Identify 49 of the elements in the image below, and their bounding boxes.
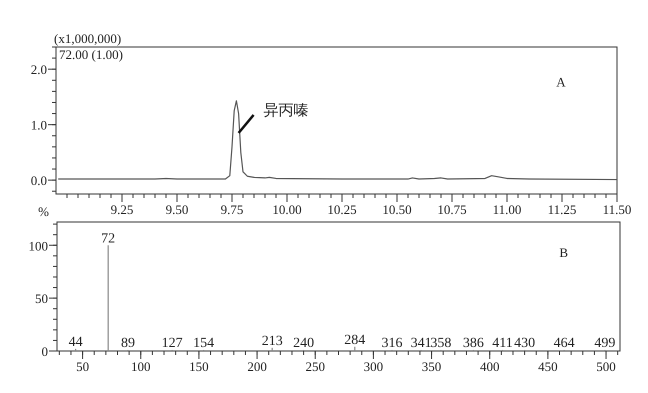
x-tick-label: 50 <box>76 359 90 374</box>
annotation: 284 <box>344 332 366 348</box>
x-tick-label: 11.25 <box>548 202 576 217</box>
y-tick-label: 0.0 <box>30 173 47 188</box>
annotation: 411 <box>492 336 513 351</box>
annotation: 72 <box>101 231 116 246</box>
x-tick-label: 11.50 <box>602 202 632 217</box>
annotation: 127 <box>162 336 183 351</box>
y-tick-label: 2.0 <box>30 62 47 78</box>
x-tick-label: 10.00 <box>272 202 302 217</box>
annotation: 44 <box>68 334 83 350</box>
y-tick-label: 1.0 <box>30 118 47 133</box>
annotation: 154 <box>193 336 214 351</box>
x-tick-label: 300 <box>364 359 384 374</box>
annotation: 89 <box>120 336 135 351</box>
x-tick-label: 100 <box>131 359 150 374</box>
annotation: 316 <box>382 336 403 351</box>
x-tick-label: 9.25 <box>110 202 134 217</box>
annotation: 异丙嗪 <box>264 102 309 119</box>
annotation: 240 <box>293 336 314 351</box>
annotation: 358 <box>430 336 452 351</box>
annotation: 341 <box>410 336 432 351</box>
x-tick-label: 250 <box>305 359 325 374</box>
x-tick-label: 11.00 <box>492 202 522 217</box>
y-tick-label: 0 <box>42 344 48 359</box>
x-tick-label: 9.50 <box>166 202 188 217</box>
y-tick-label: 100 <box>28 238 48 254</box>
text: (x1,000,000) <box>54 31 122 46</box>
y-axis-title: % <box>38 204 50 219</box>
x-tick-label: 9.75 <box>220 202 244 217</box>
x-tick-label: 10.25 <box>327 202 357 217</box>
annotation: 499 <box>594 336 616 351</box>
annotation: 386 <box>462 336 484 351</box>
line-series <box>58 100 618 180</box>
annotation: A <box>556 74 566 90</box>
annotation: 213 <box>262 334 283 349</box>
x-tick-label: 450 <box>538 359 558 374</box>
x-tick-label: 10.75 <box>437 202 467 217</box>
x-tick-label: 10.50 <box>382 202 412 217</box>
y-tick-label: 50 <box>35 291 48 306</box>
x-tick-label: 500 <box>596 359 616 374</box>
annotation: 72.00 (1.00) <box>59 47 123 62</box>
annotation: 430 <box>514 336 536 351</box>
annotation: 464 <box>554 336 575 351</box>
x-tick-label: 200 <box>247 359 267 374</box>
x-tick-label: 150 <box>189 359 209 374</box>
x-tick-label: 400 <box>480 359 500 374</box>
x-tick-label: 350 <box>422 359 442 374</box>
annotation: B <box>559 244 568 260</box>
